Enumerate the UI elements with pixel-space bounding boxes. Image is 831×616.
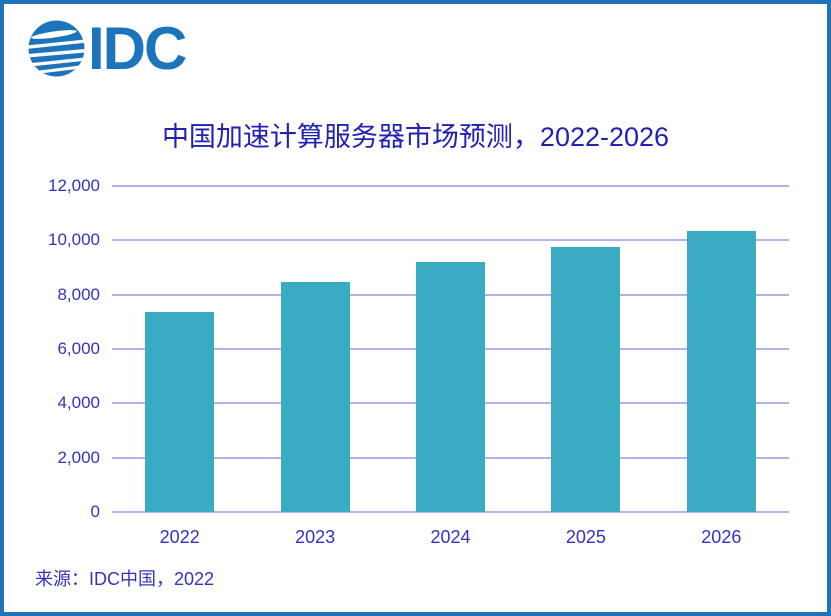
y-tick-label-6000: 6,000	[57, 339, 100, 358]
bar-2024	[416, 262, 486, 512]
idc-logo-text: IDC	[88, 15, 187, 82]
x-tick-label-2024: 2024	[430, 527, 471, 547]
bar-slot-2025	[518, 186, 653, 512]
x-tick-label-2026: 2026	[701, 527, 742, 547]
y-tick-label-12000: 12,000	[48, 176, 100, 195]
plot-area	[112, 185, 789, 513]
chart-title: 中国加速计算服务器市场预测，2022-2026	[161, 122, 670, 152]
bars-layer	[112, 186, 789, 512]
bar-slot-2026	[654, 186, 789, 512]
bar-slot-2023	[247, 186, 382, 512]
idc-globe-icon	[28, 20, 85, 77]
gridline-10000	[112, 239, 789, 242]
bar-slot-2024	[383, 186, 518, 512]
bar-slot-2022	[112, 186, 247, 512]
y-axis: 0 2,000 4,000 6,000 8,000 10,000 12,000	[4, 176, 100, 521]
y-tick-label-2000: 2,000	[57, 447, 100, 467]
bar-2023	[280, 281, 350, 512]
source-note: 来源：IDC中国，2022	[35, 569, 215, 589]
bar-2026	[686, 231, 756, 512]
y-tick-label-0: 0	[90, 502, 100, 521]
x-axis: 2022 2023 2024 2025 2026	[112, 512, 789, 548]
gridline-0	[112, 511, 789, 513]
bar-2025	[551, 246, 621, 512]
y-tick-label-10000: 10,000	[48, 230, 100, 250]
bar-2022	[145, 311, 215, 512]
y-tick-label-8000: 8,000	[57, 284, 100, 304]
x-tick-label-2025: 2025	[565, 527, 606, 547]
idc-logo: IDC	[28, 15, 187, 82]
x-tick-label-2022: 2022	[159, 527, 200, 547]
y-tick-label-4000: 4,000	[57, 393, 100, 413]
x-tick-label-2023: 2023	[295, 527, 336, 547]
gridline-12000	[112, 185, 789, 187]
